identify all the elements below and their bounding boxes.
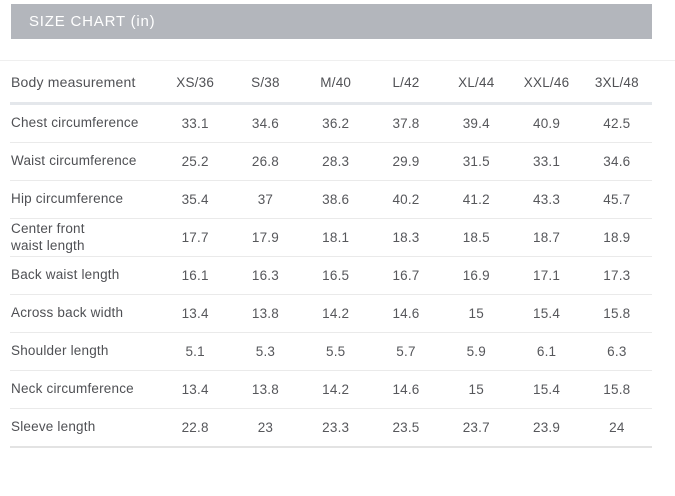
cell-value: 13.8 bbox=[230, 294, 301, 333]
cell-value: 17.1 bbox=[511, 256, 582, 295]
column-header-xs36: XS/36 bbox=[160, 62, 231, 105]
cell-value: 15.4 bbox=[511, 370, 582, 409]
cell-value: 5.7 bbox=[370, 332, 442, 371]
cell-value: 37 bbox=[230, 180, 301, 219]
cell-value: 25.2 bbox=[160, 142, 231, 181]
row-label: Back waist length bbox=[10, 256, 160, 295]
cell-value: 23.7 bbox=[441, 408, 512, 448]
cell-value: 17.9 bbox=[230, 218, 301, 257]
cell-value: 16.5 bbox=[300, 256, 371, 295]
cell-value: 40.9 bbox=[511, 103, 582, 143]
cell-value: 16.7 bbox=[370, 256, 442, 295]
cell-value: 23.3 bbox=[300, 408, 371, 448]
table-row-chest: Chest circumference 33.1 34.6 36.2 37.8 … bbox=[10, 103, 652, 143]
table-row-back-waist: Back waist length 16.1 16.3 16.5 16.7 16… bbox=[10, 256, 652, 295]
cell-value: 15.4 bbox=[511, 294, 582, 333]
cell-value: 18.9 bbox=[581, 218, 652, 257]
cell-value: 13.4 bbox=[160, 370, 231, 409]
row-label: Center front waist length bbox=[10, 218, 160, 257]
cell-value: 17.3 bbox=[581, 256, 652, 295]
column-header-body-measurement: Body measurement bbox=[10, 62, 160, 105]
cell-value: 43.3 bbox=[511, 180, 582, 219]
cell-value: 16.1 bbox=[160, 256, 231, 295]
row-label: Across back width bbox=[10, 294, 160, 333]
cell-value: 23.5 bbox=[370, 408, 442, 448]
cell-value: 35.4 bbox=[160, 180, 231, 219]
table-header-row: Body measurement XS/36 S/38 M/40 L/42 XL… bbox=[10, 62, 652, 105]
cell-value: 38.6 bbox=[300, 180, 371, 219]
table-row-waist: Waist circumference 25.2 26.8 28.3 29.9 … bbox=[10, 142, 652, 181]
cell-value: 15.8 bbox=[581, 294, 652, 333]
cell-value: 14.2 bbox=[300, 370, 371, 409]
cell-value: 33.1 bbox=[160, 103, 231, 143]
size-chart-title: SIZE CHART (in) bbox=[29, 13, 156, 30]
row-label: Sleeve length bbox=[10, 408, 160, 448]
size-chart-title-bar: SIZE CHART (in) bbox=[11, 4, 652, 39]
cell-value: 41.2 bbox=[441, 180, 512, 219]
cell-value: 15 bbox=[441, 370, 512, 409]
row-label: Hip circumference bbox=[10, 180, 160, 219]
cell-value: 31.5 bbox=[441, 142, 512, 181]
column-header-l42: L/42 bbox=[370, 62, 442, 105]
cell-value: 29.9 bbox=[370, 142, 442, 181]
cell-value: 6.1 bbox=[511, 332, 582, 371]
cell-value: 45.7 bbox=[581, 180, 652, 219]
cell-value: 36.2 bbox=[300, 103, 371, 143]
cell-value: 15.8 bbox=[581, 370, 652, 409]
row-label: Waist circumference bbox=[10, 142, 160, 181]
cell-value: 42.5 bbox=[581, 103, 652, 143]
cell-value: 6.3 bbox=[581, 332, 652, 371]
table-row-shoulder: Shoulder length 5.1 5.3 5.5 5.7 5.9 6.1 … bbox=[10, 332, 652, 371]
cell-value: 34.6 bbox=[230, 103, 301, 143]
table-row-sleeve: Sleeve length 22.8 23 23.3 23.5 23.7 23.… bbox=[10, 408, 652, 448]
cell-value: 13.8 bbox=[230, 370, 301, 409]
table-row-across-back: Across back width 13.4 13.8 14.2 14.6 15… bbox=[10, 294, 652, 333]
cell-value: 16.3 bbox=[230, 256, 301, 295]
column-header-s38: S/38 bbox=[230, 62, 301, 105]
cell-value: 39.4 bbox=[441, 103, 512, 143]
cell-value: 33.1 bbox=[511, 142, 582, 181]
row-label: Shoulder length bbox=[10, 332, 160, 371]
cell-value: 18.5 bbox=[441, 218, 512, 257]
cell-value: 5.1 bbox=[160, 332, 231, 371]
cell-value: 28.3 bbox=[300, 142, 371, 181]
cell-value: 37.8 bbox=[370, 103, 442, 143]
size-chart-table: Body measurement XS/36 S/38 M/40 L/42 XL… bbox=[10, 62, 652, 448]
table-row-hip: Hip circumference 35.4 37 38.6 40.2 41.2… bbox=[10, 180, 652, 219]
row-label: Chest circumference bbox=[10, 103, 160, 143]
cell-value: 26.8 bbox=[230, 142, 301, 181]
cell-value: 23.9 bbox=[511, 408, 582, 448]
cell-value: 5.5 bbox=[300, 332, 371, 371]
cell-value: 16.9 bbox=[441, 256, 512, 295]
cell-value: 14.6 bbox=[370, 294, 442, 333]
cell-value: 5.3 bbox=[230, 332, 301, 371]
cell-value: 34.6 bbox=[581, 142, 652, 181]
row-label: Neck circumference bbox=[10, 370, 160, 409]
table-row-center-front-waist: Center front waist length 17.7 17.9 18.1… bbox=[10, 218, 652, 257]
cell-value: 14.6 bbox=[370, 370, 442, 409]
cell-value: 24 bbox=[581, 408, 652, 448]
column-header-m40: M/40 bbox=[300, 62, 371, 105]
horizontal-divider bbox=[0, 60, 675, 61]
cell-value: 17.7 bbox=[160, 218, 231, 257]
cell-value: 5.9 bbox=[441, 332, 512, 371]
column-header-xl44: XL/44 bbox=[441, 62, 512, 105]
cell-value: 23 bbox=[230, 408, 301, 448]
cell-value: 40.2 bbox=[370, 180, 442, 219]
table-row-neck: Neck circumference 13.4 13.8 14.2 14.6 1… bbox=[10, 370, 652, 409]
cell-value: 18.7 bbox=[511, 218, 582, 257]
cell-value: 14.2 bbox=[300, 294, 371, 333]
cell-value: 18.3 bbox=[370, 218, 442, 257]
cell-value: 18.1 bbox=[300, 218, 371, 257]
column-header-xxl46: XXL/46 bbox=[511, 62, 582, 105]
cell-value: 15 bbox=[441, 294, 512, 333]
cell-value: 13.4 bbox=[160, 294, 231, 333]
cell-value: 22.8 bbox=[160, 408, 231, 448]
column-header-3xl48: 3XL/48 bbox=[581, 62, 652, 105]
